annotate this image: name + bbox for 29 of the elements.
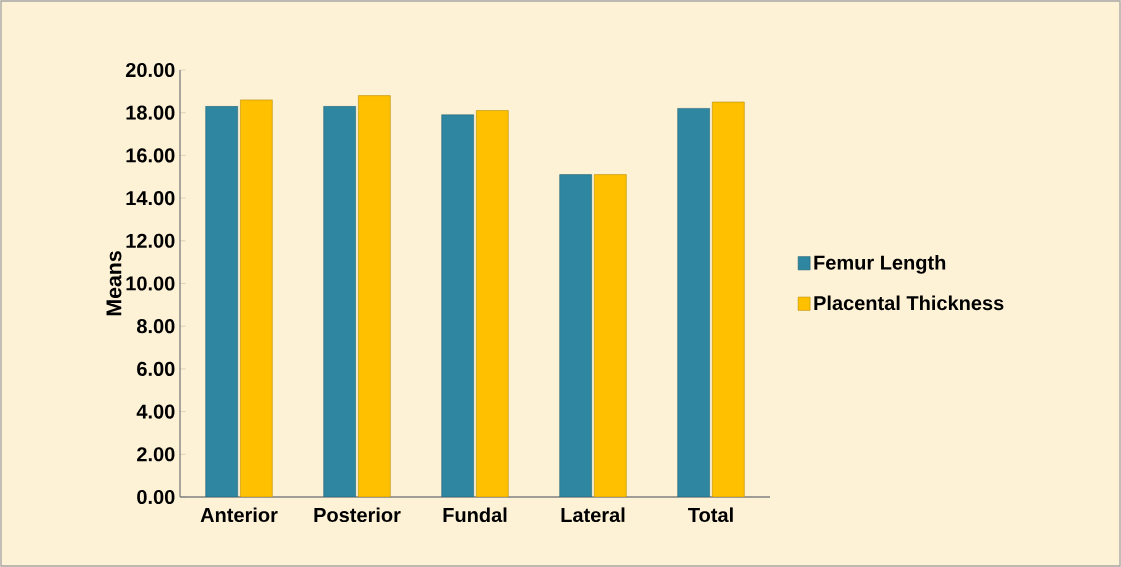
bar bbox=[240, 99, 273, 497]
bar bbox=[205, 106, 238, 497]
x-tick-label: Fundal bbox=[443, 507, 507, 523]
bar bbox=[712, 101, 745, 497]
bar bbox=[594, 174, 627, 497]
y-tick-label: 12.00 bbox=[126, 233, 175, 248]
bar bbox=[441, 114, 474, 497]
x-tick-label: Anterior bbox=[200, 507, 278, 523]
y-tick-label: 2.00 bbox=[137, 447, 175, 462]
y-tick-label: 16.00 bbox=[126, 148, 175, 163]
bar bbox=[476, 110, 509, 497]
bar bbox=[358, 95, 391, 497]
y-tick-label: 10.00 bbox=[126, 276, 175, 291]
legend-label: Placental Thickness bbox=[814, 295, 1004, 311]
y-tick-label: 8.00 bbox=[137, 319, 175, 334]
y-tick-label: 0.00 bbox=[137, 489, 175, 505]
y-tick-label: 14.00 bbox=[126, 191, 175, 206]
x-tick-label: Lateral bbox=[561, 507, 625, 523]
y-tick-label: 6.00 bbox=[137, 361, 175, 376]
y-tick-label: 20.00 bbox=[125, 62, 175, 78]
legend-label: Femur Length bbox=[814, 255, 946, 274]
bar bbox=[677, 108, 710, 497]
x-tick-label: Posterior bbox=[314, 507, 401, 523]
y-axis-title: Means bbox=[106, 251, 122, 316]
y-tick-label: 4.00 bbox=[136, 404, 175, 419]
bar bbox=[323, 106, 356, 497]
x-tick-label: Total bbox=[688, 507, 733, 523]
bar bbox=[559, 174, 592, 497]
y-tick-label: 18.00 bbox=[126, 105, 175, 120]
